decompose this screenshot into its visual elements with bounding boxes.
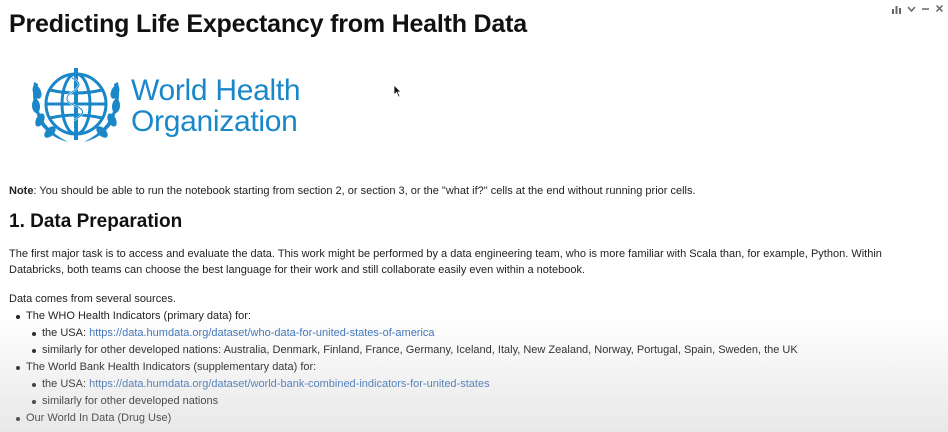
owid-source-label: Our World In Data (Drug Use) — [26, 412, 172, 424]
list-item: similarly for other developed nations: A… — [9, 342, 798, 359]
list-item: Our World In Data (Drug Use) — [9, 410, 798, 427]
logo-text-line2: Organization — [131, 105, 298, 138]
bullet-icon — [32, 400, 36, 404]
bullet-icon — [32, 383, 36, 387]
who-usa-link[interactable]: https://data.humdata.org/dataset/who-dat… — [89, 327, 435, 339]
who-usa-prefix: the USA: — [42, 327, 90, 339]
list-item: The WHO Health Indicators (primary data)… — [9, 308, 798, 325]
cell-toolbar — [891, 4, 944, 17]
worldbank-other-nations: similarly for other developed nations — [42, 395, 219, 407]
intro-paragraph: The first major task is to access and ev… — [9, 248, 882, 276]
logo-wordmark: World Health Organization — [131, 74, 301, 138]
list-item: The World Bank Health Indicators (supple… — [9, 359, 798, 376]
close-icon[interactable] — [935, 4, 944, 17]
bullet-icon — [16, 366, 20, 370]
logo-text-line1: World Health — [131, 74, 301, 107]
bullet-icon — [16, 315, 20, 319]
worldbank-usa-link[interactable]: https://data.humdata.org/dataset/world-b… — [89, 378, 490, 390]
section-heading: 1. Data Preparation — [9, 211, 183, 232]
worldbank-usa-prefix: the USA: — [42, 378, 90, 390]
who-emblem-icon — [31, 68, 121, 142]
worldbank-source-label: The World Bank Health Indicators (supple… — [26, 361, 317, 373]
bullet-icon — [32, 332, 36, 336]
sources-list: The WHO Health Indicators (primary data)… — [9, 308, 798, 427]
list-item: the USA: https://data.humdata.org/datase… — [9, 376, 798, 393]
note-text: Note: You should be able to run the note… — [9, 185, 696, 197]
mouse-cursor-icon — [393, 84, 402, 98]
who-source-label: The WHO Health Indicators (primary data)… — [26, 310, 251, 322]
list-item: similarly for other developed nations — [9, 393, 798, 410]
bullet-icon — [16, 417, 20, 421]
chevron-down-icon[interactable] — [907, 4, 916, 17]
who-other-nations: similarly for other developed nations: A… — [42, 344, 798, 356]
list-item: the USA: https://data.humdata.org/datase… — [9, 325, 798, 342]
note-label: Note — [9, 185, 34, 197]
page-title: Predicting Life Expectancy from Health D… — [9, 10, 527, 38]
minus-icon[interactable] — [921, 4, 930, 17]
bar-chart-icon[interactable] — [891, 4, 902, 17]
note-body: : You should be able to run the notebook… — [33, 185, 696, 197]
bullet-icon — [32, 349, 36, 353]
sources-intro: Data comes from several sources. — [9, 293, 176, 305]
who-logo: World Health Organization — [28, 64, 308, 150]
